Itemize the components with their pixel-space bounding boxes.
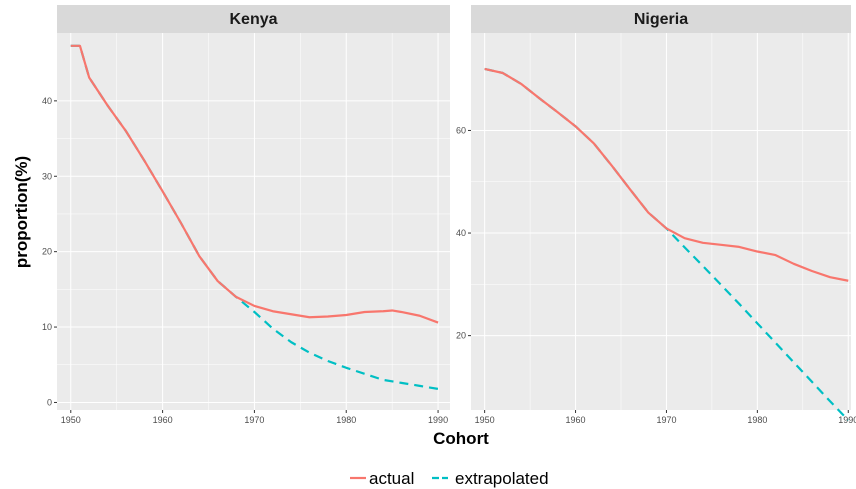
plot-background — [471, 33, 851, 410]
y-tick-label: 30 — [42, 171, 52, 181]
strip-nigeria — [471, 5, 851, 33]
legend: actual extrapolated — [350, 469, 549, 488]
x-tick-label: 1950 — [475, 415, 495, 425]
panel-nigeria: Nigeria 1950 1960 1970 1980 1990 20 40 60 — [456, 5, 856, 425]
legend-label-extrapolated: extrapolated — [455, 469, 549, 488]
y-tick-label: 20 — [456, 331, 466, 341]
y-tick-label: 0 — [47, 397, 52, 407]
y-tick-label: 40 — [456, 228, 466, 238]
x-tick-label: 1980 — [747, 415, 767, 425]
x-tick-label: 1980 — [336, 415, 356, 425]
x-tick-label: 1970 — [244, 415, 264, 425]
y-tick-label: 20 — [42, 247, 52, 257]
series-line-actual — [70, 44, 439, 324]
y-tick-label: 40 — [42, 96, 52, 106]
strip-title-nigeria: Nigeria — [634, 11, 688, 28]
x-tick-label: 1960 — [153, 415, 173, 425]
x-tick-label: 1990 — [838, 415, 856, 425]
panel-kenya: Kenya 1950 1960 1970 1980 1990 0 10 20 30 40 — [42, 5, 450, 425]
series-line-actual — [484, 67, 849, 282]
x-tick-label: 1960 — [566, 415, 586, 425]
x-tick-label: 1950 — [61, 415, 81, 425]
x-tick-label: 1990 — [428, 415, 448, 425]
legend-label-actual: actual — [369, 469, 414, 488]
y-axis-title: proportion(%) — [12, 156, 31, 268]
strip-title-kenya: Kenya — [229, 11, 277, 28]
y-tick-label: 60 — [456, 125, 466, 135]
x-axis-title: Cohort — [433, 429, 489, 448]
plot-background — [57, 33, 450, 410]
x-tick-label: 1970 — [656, 415, 676, 425]
strip-kenya — [57, 5, 450, 33]
y-tick-label: 10 — [42, 322, 52, 332]
